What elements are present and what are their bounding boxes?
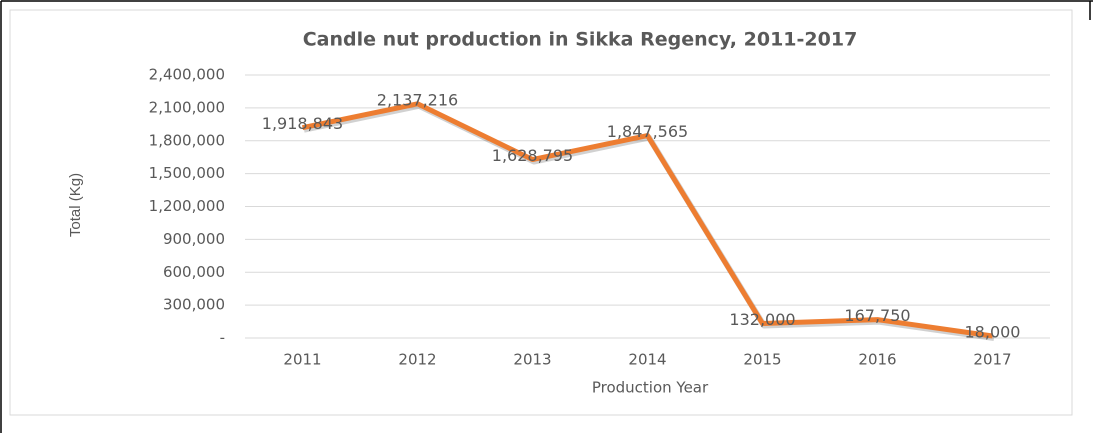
x-tick-label: 2012	[398, 351, 436, 369]
x-tick-label: 2017	[973, 351, 1011, 369]
x-tick-label: 2016	[858, 351, 896, 369]
y-tick-label: -	[220, 329, 225, 347]
x-tick-label: 2011	[283, 351, 321, 369]
y-axis-title: Total (Kg)	[67, 173, 84, 237]
chart-area	[9, 9, 1073, 416]
x-tick-label: 2015	[743, 351, 781, 369]
data-label: 1,847,565	[607, 122, 688, 141]
x-tick-label: 2014	[628, 351, 666, 369]
data-label: 132,000	[729, 310, 795, 329]
x-axis-title: Production Year	[592, 379, 709, 397]
data-label: 1,628,795	[492, 146, 573, 165]
y-tick-label: 1,800,000	[149, 131, 225, 149]
data-label: 18,000	[965, 323, 1021, 342]
data-label: 167,750	[844, 306, 910, 325]
y-tick-label: 300,000	[163, 296, 225, 314]
y-tick-label: 2,400,000	[149, 66, 225, 84]
y-tick-label: 1,200,000	[149, 197, 225, 215]
data-label: 2,137,216	[377, 90, 458, 109]
y-tick-label: 600,000	[163, 263, 225, 281]
data-label: 1,918,843	[262, 114, 343, 133]
x-tick-label: 2013	[513, 351, 551, 369]
y-tick-label: 1,500,000	[149, 164, 225, 182]
line	[301, 101, 993, 339]
y-tick-label: 900,000	[163, 230, 225, 248]
chart-title: Candle nut production in Sikka Regency, …	[303, 29, 858, 51]
y-tick-label: 2,100,000	[149, 98, 225, 116]
